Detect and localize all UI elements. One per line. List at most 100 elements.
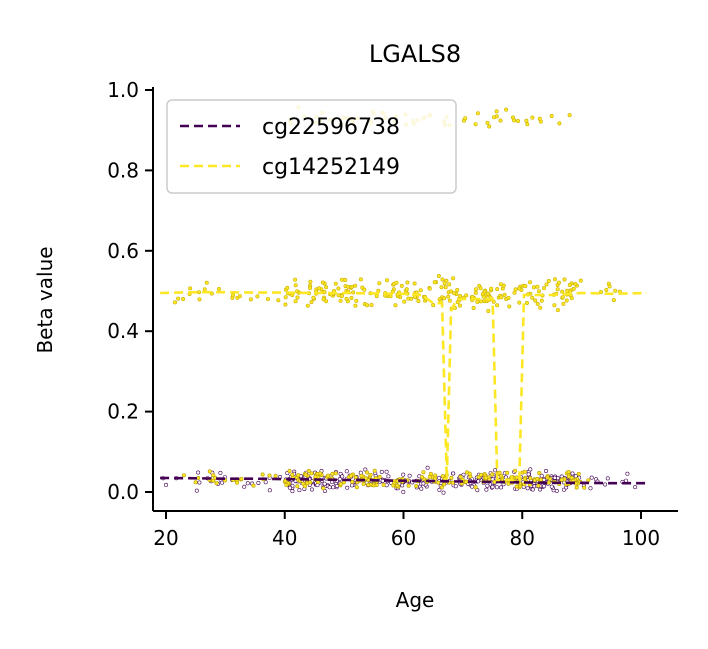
data-point-cg22596738 [490, 484, 495, 489]
data-point-cg14252149 [283, 295, 288, 300]
data-point-cg14252149 [578, 278, 583, 283]
data-point-cg14252149 [311, 295, 316, 300]
data-point-cg14252149 [525, 122, 530, 127]
data-point-cg14252149 [204, 280, 209, 285]
data-point-cg14252149 [555, 287, 560, 292]
data-point-cg14252149 [522, 469, 527, 474]
legend-label-cg14252149: cg14252149 [262, 155, 400, 180]
y-tick-label: 0.8 [107, 158, 139, 182]
data-point-cg14252149 [402, 299, 407, 304]
data-point-cg14252149 [305, 303, 310, 308]
data-point-cg22596738 [625, 471, 630, 476]
data-point-cg22596738 [401, 472, 406, 477]
y-axis-ticks: 0.0 0.2 0.4 0.6 0.8 1.0 [107, 78, 153, 504]
data-point-cg14252149 [416, 298, 421, 303]
data-point-cg14252149 [366, 482, 371, 487]
data-point-cg14252149 [427, 286, 432, 291]
data-point-cg14252149 [490, 472, 495, 477]
x-tick-label: 20 [153, 526, 178, 550]
data-point-cg14252149 [308, 480, 313, 485]
data-point-cg14252149 [350, 479, 355, 484]
data-point-cg22596738 [218, 470, 223, 475]
data-point-cg14252149 [293, 299, 298, 304]
data-point-cg14252149 [569, 296, 574, 301]
data-point-cg22596738 [384, 469, 389, 474]
data-point-cg14252149 [173, 300, 178, 305]
data-point-cg14252149 [559, 477, 564, 482]
legend: cg22596738 cg14252149 [166, 99, 457, 194]
x-tick-label: 40 [272, 526, 297, 550]
data-point-cg14252149 [211, 473, 216, 478]
data-point-cg14252149 [473, 287, 478, 292]
data-point-cg14252149 [562, 277, 567, 282]
data-point-cg14252149 [535, 301, 540, 306]
data-point-cg14252149 [377, 281, 382, 286]
data-point-cg22596738 [309, 487, 314, 492]
data-point-cg22596738 [256, 480, 261, 485]
data-point-cg14252149 [531, 285, 536, 290]
data-point-cg14252149 [499, 295, 504, 300]
data-point-cg14252149 [512, 290, 517, 295]
data-point-cg22596738 [242, 484, 247, 489]
data-point-cg22596738 [552, 475, 557, 480]
data-point-cg14252149 [436, 273, 441, 278]
legend-box [166, 99, 457, 194]
data-point-cg14252149 [339, 294, 344, 299]
data-point-cg14252149 [523, 284, 528, 289]
data-point-cg14252149 [533, 298, 538, 303]
data-point-cg14252149 [353, 283, 358, 288]
data-point-cg14252149 [509, 475, 514, 480]
data-point-cg22596738 [437, 487, 442, 492]
x-axis-ticks: 20 40 60 80 100 [153, 511, 660, 550]
data-point-cg22596738 [386, 474, 391, 479]
data-point-cg14252149 [485, 120, 490, 125]
data-point-cg14252149 [296, 473, 301, 478]
data-point-cg14252149 [188, 286, 193, 291]
data-point-cg22596738 [401, 489, 406, 494]
data-point-cg14252149 [527, 280, 532, 285]
data-point-cg22596738 [425, 465, 430, 470]
data-point-cg22596738 [340, 474, 345, 479]
data-point-cg22596738 [267, 488, 272, 493]
data-point-cg14252149 [293, 277, 298, 282]
data-point-cg22596738 [245, 481, 250, 486]
data-point-cg14252149 [497, 470, 502, 475]
data-point-cg14252149 [442, 281, 447, 286]
data-point-cg14252149 [565, 288, 570, 293]
series-cg22596738-trend-line [160, 476, 647, 485]
data-point-cg14252149 [197, 290, 202, 295]
data-point-cg14252149 [546, 278, 551, 283]
data-point-cg14252149 [348, 473, 353, 478]
data-point-cg14252149 [394, 280, 399, 285]
data-point-cg14252149 [464, 293, 469, 298]
data-point-cg14252149 [326, 473, 331, 478]
data-point-cg22596738 [603, 482, 608, 487]
data-point-cg22596738 [453, 484, 458, 489]
data-point-cg22596738 [484, 487, 489, 492]
data-point-cg14252149 [538, 305, 543, 310]
data-point-cg14252149 [541, 286, 546, 291]
data-point-cg22596738 [554, 488, 559, 493]
data-point-cg14252149 [290, 472, 295, 477]
data-point-cg14252149 [344, 296, 349, 301]
data-point-cg14252149 [439, 485, 444, 490]
data-point-cg14252149 [391, 483, 396, 488]
data-point-cg22596738 [437, 475, 442, 480]
data-point-cg14252149 [324, 285, 329, 290]
data-point-cg22596738 [349, 483, 354, 488]
data-point-cg14252149 [492, 479, 497, 484]
data-point-cg14252149 [502, 292, 507, 297]
data-point-cg14252149 [285, 285, 290, 290]
x-tick-label: 80 [510, 526, 535, 550]
data-point-cg22596738 [589, 475, 594, 480]
data-point-cg14252149 [549, 114, 554, 119]
data-point-cg14252149 [463, 116, 468, 121]
data-point-cg14252149 [467, 471, 472, 476]
data-point-cg22596738 [331, 485, 336, 490]
data-point-cg14252149 [320, 280, 325, 285]
data-point-cg14252149 [499, 473, 504, 478]
data-point-cg14252149 [432, 280, 437, 285]
data-point-cg22596738 [605, 476, 610, 481]
data-point-cg14252149 [368, 472, 373, 477]
